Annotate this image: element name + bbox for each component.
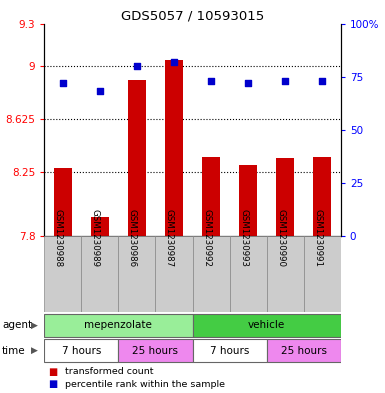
Bar <box>44 314 192 337</box>
Bar <box>44 236 81 312</box>
Bar <box>267 339 341 362</box>
Text: GSM1230987: GSM1230987 <box>165 209 174 267</box>
Bar <box>90 217 109 236</box>
Text: GSM1230993: GSM1230993 <box>239 209 248 267</box>
Text: percentile rank within the sample: percentile rank within the sample <box>65 380 226 389</box>
Point <box>134 63 140 69</box>
Bar <box>304 236 341 312</box>
Text: transformed count: transformed count <box>65 367 154 376</box>
Text: mepenzolate: mepenzolate <box>84 320 152 330</box>
Bar <box>128 80 146 236</box>
Point <box>319 78 325 84</box>
Text: GSM1230989: GSM1230989 <box>91 209 100 267</box>
Bar <box>229 236 266 312</box>
Text: 7 hours: 7 hours <box>62 346 101 356</box>
Bar <box>192 236 229 312</box>
Text: time: time <box>2 346 25 356</box>
Bar <box>156 236 192 312</box>
Bar <box>192 314 341 337</box>
Bar <box>119 236 156 312</box>
Point <box>245 80 251 86</box>
Bar <box>239 165 257 236</box>
Text: ■: ■ <box>48 367 57 377</box>
Point <box>97 88 103 95</box>
Text: ▶: ▶ <box>31 346 38 355</box>
Text: ▶: ▶ <box>31 321 38 330</box>
Bar <box>276 158 295 236</box>
Text: agent: agent <box>2 320 32 330</box>
Text: vehicle: vehicle <box>248 320 285 330</box>
Text: GSM1230990: GSM1230990 <box>276 209 285 267</box>
Bar <box>44 339 119 362</box>
Text: ■: ■ <box>48 379 57 389</box>
Point <box>208 78 214 84</box>
Text: 25 hours: 25 hours <box>132 346 178 356</box>
Bar <box>192 339 267 362</box>
Point <box>171 59 177 65</box>
Point <box>282 78 288 84</box>
Text: GSM1230988: GSM1230988 <box>54 209 63 267</box>
Bar <box>119 339 192 362</box>
Bar <box>54 168 72 236</box>
Bar <box>81 236 119 312</box>
Bar <box>202 156 220 236</box>
Bar <box>267 236 304 312</box>
Bar <box>313 156 331 236</box>
Text: GDS5057 / 10593015: GDS5057 / 10593015 <box>121 10 264 23</box>
Text: GSM1230986: GSM1230986 <box>128 209 137 267</box>
Text: GSM1230992: GSM1230992 <box>202 209 211 267</box>
Text: 7 hours: 7 hours <box>210 346 249 356</box>
Text: 25 hours: 25 hours <box>281 346 326 356</box>
Text: GSM1230991: GSM1230991 <box>313 209 322 267</box>
Point <box>60 80 66 86</box>
Bar <box>165 61 183 236</box>
